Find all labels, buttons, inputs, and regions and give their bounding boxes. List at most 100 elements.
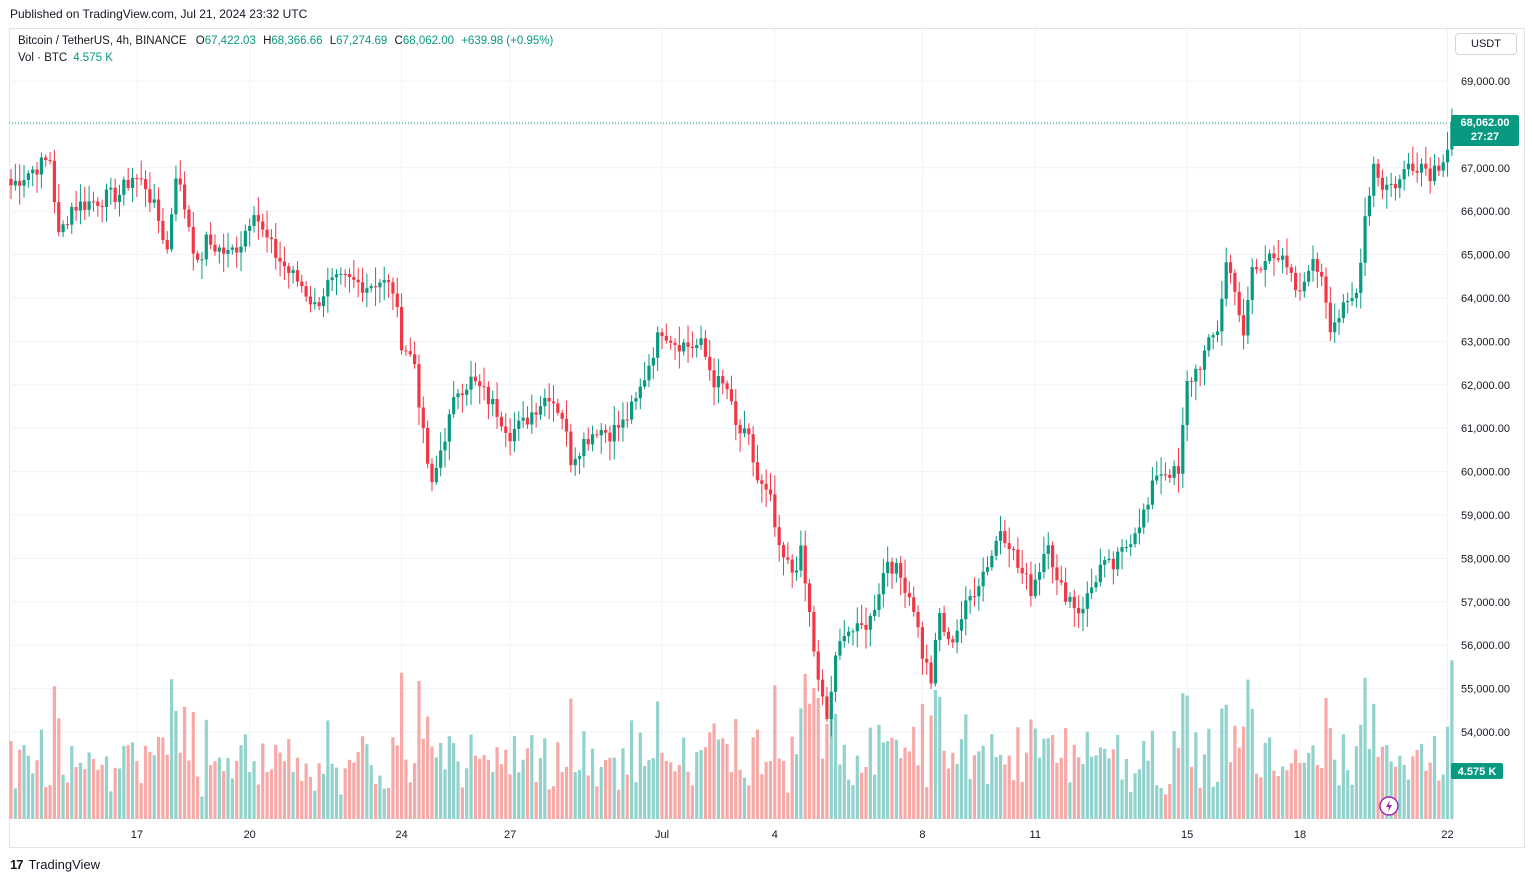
candle <box>1372 156 1376 207</box>
candle <box>443 428 447 468</box>
candle <box>781 542 786 576</box>
volume-bar <box>660 752 664 819</box>
volume-bar <box>959 739 964 819</box>
volume-bar <box>630 720 634 819</box>
time-tick-label: 24 <box>395 829 407 841</box>
volume-bar <box>269 769 273 819</box>
volume-bar <box>1311 745 1315 819</box>
price-tick-label: 66,000.00 <box>1461 206 1510 218</box>
volume-bar <box>304 763 308 819</box>
volume-bar <box>430 746 434 819</box>
candle <box>213 234 217 256</box>
volume-bar <box>903 747 907 819</box>
volume-bar <box>130 742 135 819</box>
volume-bar <box>508 774 512 819</box>
candle <box>404 345 408 356</box>
volume-bar <box>113 767 117 819</box>
volume-bar <box>912 726 916 819</box>
volume-bar <box>599 766 603 819</box>
candle <box>96 197 100 217</box>
volume-bar <box>682 737 686 819</box>
candle <box>981 557 985 602</box>
candle <box>920 621 924 676</box>
candle <box>1320 263 1324 287</box>
volume-bar <box>1150 730 1155 819</box>
time-tick-label: 15 <box>1181 829 1193 841</box>
candle <box>686 325 690 364</box>
candle <box>751 425 755 477</box>
volume-bar <box>764 761 768 819</box>
candle <box>1276 240 1280 263</box>
volume-bar <box>26 755 30 819</box>
candle <box>708 339 712 381</box>
volume-bar <box>1289 763 1293 819</box>
candle <box>786 542 790 564</box>
candle <box>877 583 881 617</box>
volume-bar <box>439 742 443 819</box>
candle <box>1324 267 1328 319</box>
candle <box>1346 292 1350 314</box>
candle <box>590 425 595 452</box>
volume-bar <box>747 785 751 819</box>
volume-bar <box>235 761 239 819</box>
volume-bar <box>877 724 881 819</box>
price-tick-label: 64,000.00 <box>1461 293 1510 305</box>
volume-bar <box>847 779 851 819</box>
candle <box>595 429 599 439</box>
volume-bar <box>964 714 968 819</box>
volume-bar <box>261 743 265 819</box>
high-label: H <box>263 35 272 47</box>
volume-bar <box>955 764 959 819</box>
close-label: C <box>394 35 403 47</box>
candle <box>834 651 838 703</box>
footer-brand: 17 TradingView <box>10 857 100 872</box>
candle <box>126 168 130 191</box>
candle <box>955 619 959 654</box>
candle <box>990 550 994 571</box>
volume-bar <box>838 764 842 819</box>
volume-bar <box>695 752 699 819</box>
volume-bar <box>977 751 981 819</box>
lightning-icon[interactable] <box>1379 796 1399 816</box>
volume-bar <box>391 737 395 819</box>
candle <box>243 224 247 253</box>
volume-bar <box>196 776 200 819</box>
candle <box>1064 567 1068 605</box>
volume-bar <box>365 744 369 819</box>
volume-bar <box>178 752 182 819</box>
candle <box>1159 457 1163 495</box>
candle <box>564 400 569 447</box>
volume-bar <box>1037 757 1042 819</box>
volume-bar <box>482 755 486 819</box>
candle <box>729 375 734 406</box>
currency-button[interactable]: USDT <box>1455 33 1517 55</box>
candle <box>317 296 321 311</box>
volume-bar <box>834 714 838 819</box>
volume-bar <box>308 776 313 819</box>
volume-bar <box>1202 754 1207 819</box>
volume-bar <box>9 740 13 819</box>
candle <box>22 165 26 198</box>
open-label: O <box>195 35 205 47</box>
candle <box>1024 563 1029 590</box>
volume-bar <box>96 769 100 819</box>
candle <box>703 329 707 360</box>
volume-bar <box>851 785 855 819</box>
time-tick-label: 17 <box>131 829 143 841</box>
volume-bar <box>35 760 39 819</box>
brand-name: TradingView <box>28 857 101 872</box>
volume-bar <box>456 761 460 819</box>
candle <box>538 396 543 421</box>
candle <box>1294 265 1298 298</box>
volume-bar <box>690 785 694 819</box>
candle <box>573 447 577 476</box>
volume-bar <box>517 772 521 819</box>
candle <box>1220 280 1224 346</box>
candle <box>1090 568 1094 599</box>
volume-tag-text: 4.575 K <box>1458 766 1497 778</box>
volume-bar <box>1051 735 1055 819</box>
volume-bar <box>313 790 317 819</box>
candle <box>1432 153 1437 186</box>
candle <box>148 172 152 213</box>
